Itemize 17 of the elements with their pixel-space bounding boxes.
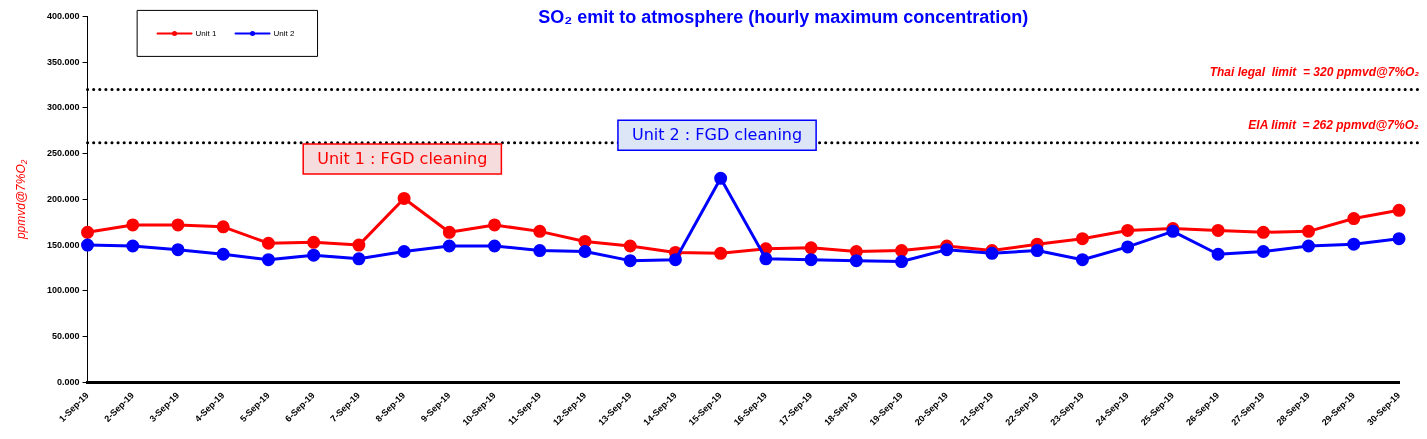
y-tick-label: 150.000 [46,239,80,250]
y-tick-label: 50.000 [52,331,80,342]
annotation: Unit 2 : FGD cleaning [631,125,803,145]
y-tick-label: 400.000 [46,10,80,21]
y-tick-label: 350.000 [46,56,80,67]
y-tick-label: 250.000 [46,148,80,159]
legend-label: Unit 1 [195,28,217,38]
chart-title: SO₂ emit to atmosphere (hourly maximum concentration) [538,6,1029,27]
annotation: Unit 1 : FGD cleaning [317,149,488,169]
y-tick-label: 100.000 [46,285,80,296]
ref-line-label: EIA limit = 262 ppmvd@7%O₂ [1248,117,1419,132]
y-tick-label: 0.000 [57,376,80,387]
legend-label: Unit 2 [273,28,295,38]
y-axis-title: ppmvd@7%O₂ [14,159,29,241]
y-tick-label: 300.000 [46,102,80,113]
ref-line-label: Thai legal limit = 320 ppmvd@7%O₂ [1209,64,1420,79]
y-tick-label: 200.000 [46,193,80,204]
